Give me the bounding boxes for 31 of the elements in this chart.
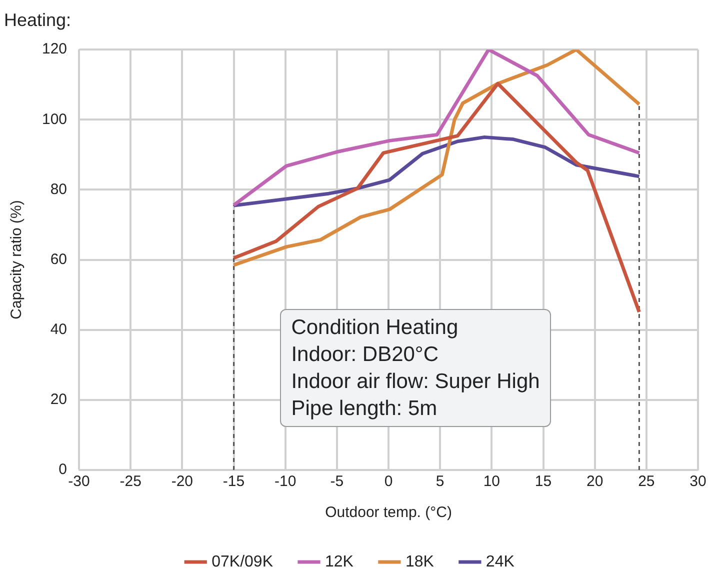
x-tick-label: -30: [68, 473, 90, 490]
x-tick-label: 0: [384, 473, 393, 490]
y-tick-label: 20: [50, 391, 68, 408]
annotation: Condition Heating: [291, 314, 460, 341]
y-tick-label: 100: [42, 110, 68, 128]
x-tick-label: -10: [274, 473, 296, 490]
x-tick-label: 5: [436, 473, 444, 490]
x-tick-label: 15: [534, 473, 552, 490]
annotation: Indoor air flow: Super High: [291, 368, 540, 395]
x-tick-label: 25: [638, 473, 655, 490]
x-tick-label: 10: [483, 473, 500, 490]
legend-label: 12K: [324, 553, 354, 570]
x-tick-label: 30: [690, 473, 706, 490]
y-tick-label: 60: [50, 250, 68, 268]
legend-label: 07K/09K: [212, 553, 274, 570]
chart-title: Heating:: [4, 10, 72, 30]
annotation: Indoor: DB20°C: [291, 342, 440, 368]
y-tick-label: 120: [42, 40, 68, 58]
y-tick-label: 40: [50, 321, 68, 338]
x-tick-label: -5: [330, 473, 344, 490]
x-tick-label: -15: [222, 473, 245, 490]
annotation: Pipe length: 5m: [291, 396, 438, 422]
y-axis-title: Capacity ratio (%): [8, 200, 26, 320]
x-tick-label: -25: [120, 473, 142, 490]
y-tick-label: 0: [58, 461, 68, 478]
y-tick-label: 80: [50, 180, 68, 198]
x-tick-label: -20: [171, 473, 194, 490]
legend-label: 18K: [405, 553, 434, 570]
legend-label: 24K: [486, 553, 515, 570]
x-axis-title: Outdoor temp. (°C): [325, 504, 452, 522]
x-tick-label: 20: [586, 473, 604, 490]
